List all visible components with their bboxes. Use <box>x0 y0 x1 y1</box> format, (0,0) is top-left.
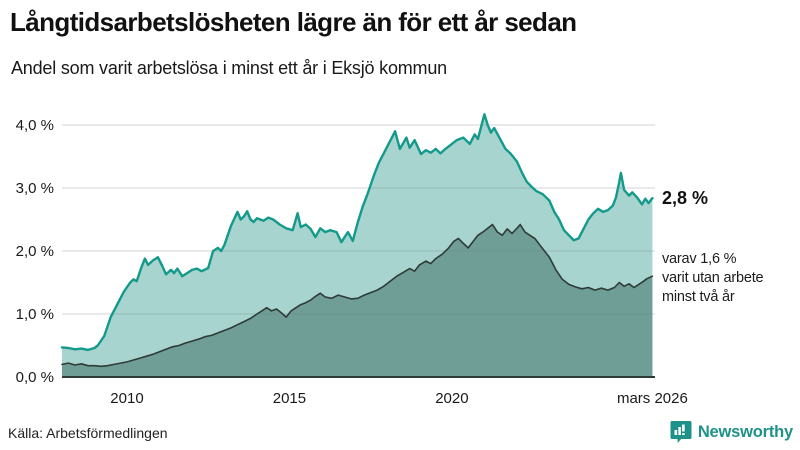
source-credit: Källa: Arbetsförmedlingen <box>8 425 168 441</box>
latest-value-label: 2,8 % <box>662 188 709 208</box>
series-line-0 <box>60 113 654 352</box>
y-axis-tick-label: 1,0 % <box>16 306 54 323</box>
y-axis-tick-label: 4,0 % <box>16 117 54 134</box>
secondary-annotation-line: minst två år <box>662 289 735 306</box>
secondary-annotation: varav 1,6 % varit utan arbete minst två … <box>662 250 797 307</box>
y-axis-tick-label: 2,0 % <box>16 243 54 260</box>
newsworthy-logo: Newsworthy <box>670 420 793 444</box>
x-axis-tick-label: 2015 <box>273 390 306 407</box>
secondary-annotation-line: varit utan arbete <box>662 270 764 287</box>
series-line-1 <box>61 223 654 368</box>
series-area-1 <box>62 224 653 377</box>
x-axis-tick-label: mars 2026 <box>617 390 688 407</box>
x-axis-tick-label: 2010 <box>110 390 143 407</box>
newsworthy-logo-icon <box>670 421 692 443</box>
y-axis-tick-label: 0,0 % <box>16 369 54 386</box>
newsworthy-logo-text: Newsworthy <box>697 422 793 441</box>
page-title: Långtidsarbetslösheten lägre än för ett … <box>10 7 577 37</box>
secondary-annotation-line: varav 1,6 % <box>662 251 737 267</box>
x-axis-tick-label: 2020 <box>435 390 468 407</box>
chart-subtitle: Andel som varit arbetslösa i minst ett å… <box>11 58 447 78</box>
y-axis-tick-label: 3,0 % <box>16 180 54 197</box>
